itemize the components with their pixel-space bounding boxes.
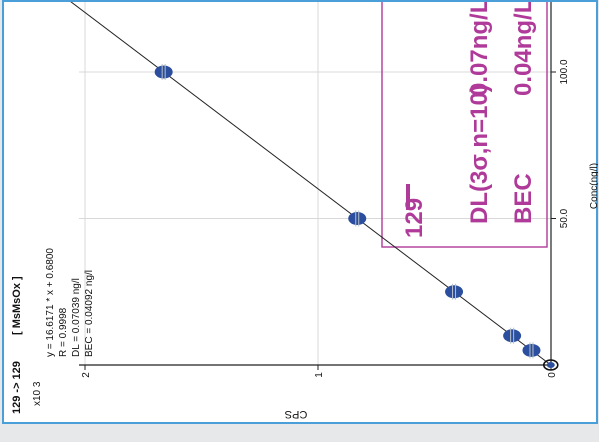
bec-stat: BEC = 0.04092 ng/l — [84, 270, 95, 357]
fit-equation: y = 16.6171 * x + 0.6800 — [45, 248, 56, 357]
annotation-label: DL(3σ,n=10) — [466, 84, 493, 224]
annotation-mass: 129 — [401, 198, 428, 238]
axis-ticks: 50.0 100.0 0 1 2 — [81, 2, 570, 378]
y-multiplier-label: x10 3 — [32, 381, 43, 406]
annotation-label: BEC — [510, 173, 537, 224]
data-point — [445, 283, 464, 300]
data-point — [154, 64, 173, 80]
x-axis-title: Conc(ng/l) — [589, 163, 598, 209]
calibration-chart: 50.0 100.0 0 1 2 129 DL(3σ,n=10)0.07ng/L BEC 0.… — [11, 2, 598, 420]
x-tick-label: 50.0 — [559, 208, 570, 228]
annotation-value: 0.04ng/L — [510, 2, 537, 96]
data-point — [522, 342, 541, 359]
data-point — [348, 210, 367, 227]
data-points — [154, 64, 559, 371]
annotation-value: 0.07ng/L — [466, 2, 493, 96]
annotation-box — [381, 2, 548, 248]
fit-r-value: R = 0.9998 — [58, 307, 69, 357]
data-point — [503, 327, 522, 344]
transition-label: 129 -> 129 — [11, 361, 23, 414]
annotation-marker — [406, 184, 410, 210]
detection-limit-stat: DL = 0.07039 ng/l — [71, 278, 82, 357]
fit-line — [70, 2, 552, 366]
y-axis-title: CPS — [285, 408, 308, 420]
species-label: [ MsMsOx ] — [11, 276, 23, 335]
data-point — [542, 359, 559, 371]
y-tick-label: 2 — [81, 372, 92, 378]
calibration-panel: 50.0 100.0 0 1 2 129 DL(3σ,n=10) 0.07ng/L BEC 0.… — [2, 0, 598, 424]
y-tick-label: 1 — [314, 372, 325, 378]
y-tick-label: 0 — [547, 372, 558, 378]
detection-limit-annotation: 129 DL(3σ,n=10)0.07ng/L BEC 0.04ng/L — [381, 2, 548, 248]
x-tick-label: 100.0 — [559, 59, 570, 84]
